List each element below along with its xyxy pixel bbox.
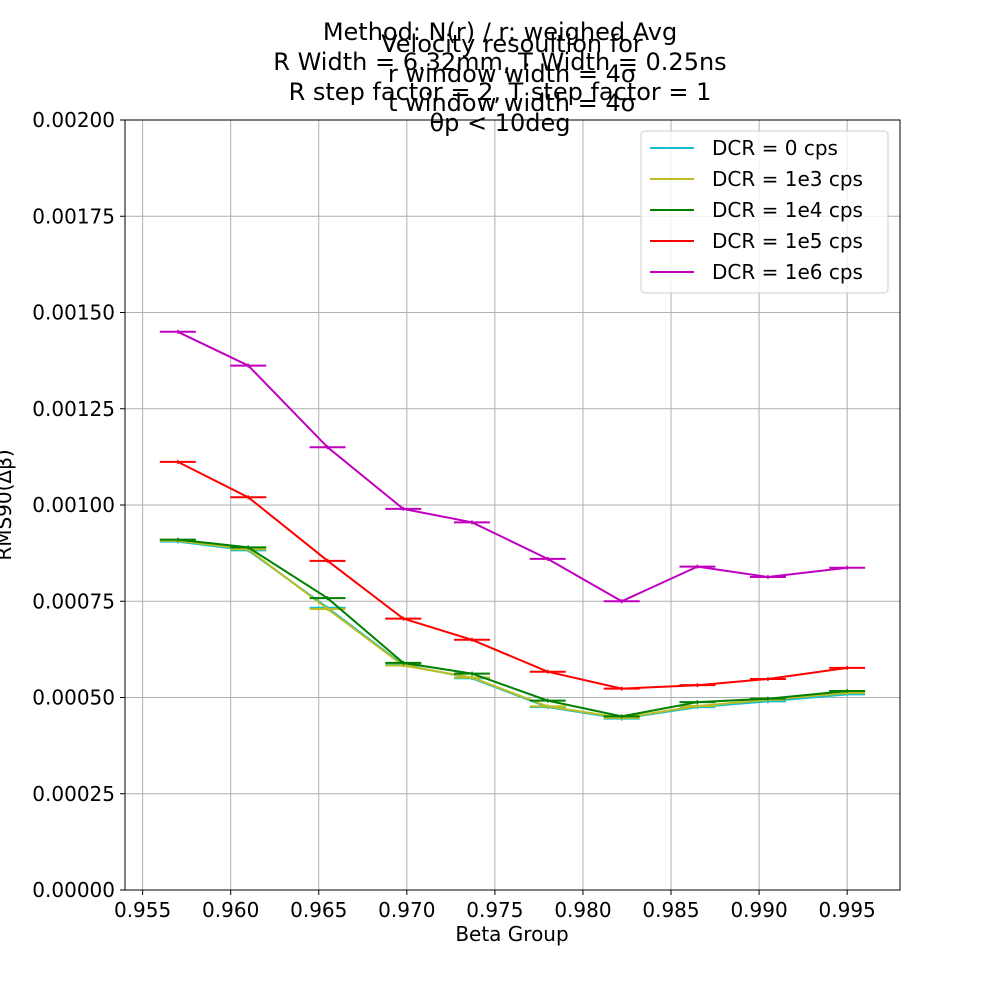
chart-title: Method: N(r) / r: weighed Avg R Width = … (273, 18, 726, 106)
series-line (177, 461, 848, 690)
legend-label: DCR = 1e3 cps (712, 167, 863, 191)
y-tick-label: 0.00000 (32, 878, 115, 902)
y-tick-label: 0.00050 (32, 686, 115, 710)
title-line-3: R step factor = 2, T step factor = 1 (289, 78, 712, 106)
overlay-line-1: Velocity resoultion for (381, 30, 643, 58)
series-line (177, 330, 848, 603)
title-line-2: R Width = 6.32mm, T Width = 0.25ns (273, 48, 726, 76)
legend-label: DCR = 1e5 cps (712, 229, 863, 253)
overlay-line-3: t window width = 4σ (388, 89, 636, 117)
x-tick-label: 0.980 (554, 898, 611, 922)
x-tick-label: 0.955 (114, 898, 171, 922)
legend: DCR = 0 cps DCR = 1e3 cps DCR = 1e4 cps DCR… (640, 130, 889, 294)
y-tick-label: 0.00025 (32, 782, 115, 806)
legend-label: DCR = 0 cps (712, 136, 838, 160)
series-line (177, 539, 848, 719)
x-tick-label: 0.995 (819, 898, 876, 922)
overlay-line-2: r window width = 4σ (388, 60, 636, 88)
series-4 (159, 329, 866, 604)
y-axis-label: RMS90(Δβ) (0, 449, 16, 560)
x-tick-label: 0.970 (378, 898, 435, 922)
chart-title-overlay: Velocity resoultion for r window width =… (381, 30, 643, 137)
legend-label: DCR = 1e6 cps (712, 260, 863, 284)
axis-ticks: 0.955 0.960 0.965 0.970 0.975 0.980 0.985 0.990… (32, 108, 876, 922)
y-tick-label: 0.00200 (32, 108, 115, 132)
plot-series (159, 329, 866, 721)
x-axis-label: Beta Group (455, 922, 568, 946)
y-tick-label: 0.00100 (32, 493, 115, 517)
x-tick-label: 0.985 (642, 898, 699, 922)
x-tick-label: 0.990 (730, 898, 787, 922)
legend-box (640, 130, 889, 294)
title-line-1: Method: N(r) / r: weighed Avg (323, 18, 677, 46)
y-tick-label: 0.00175 (32, 204, 115, 228)
series-line (177, 538, 848, 718)
x-tick-label: 0.965 (290, 898, 347, 922)
y-tick-label: 0.00150 (32, 301, 115, 325)
y-tick-label: 0.00075 (32, 589, 115, 613)
x-tick-label: 0.975 (466, 898, 523, 922)
x-tick-label: 0.960 (202, 898, 259, 922)
y-tick-label: 0.00125 (32, 397, 115, 421)
legend-label: DCR = 1e4 cps (712, 198, 863, 222)
overlay-line-4: θp < 10deg (429, 109, 570, 137)
series-2 (159, 537, 866, 719)
series-3 (159, 459, 866, 691)
